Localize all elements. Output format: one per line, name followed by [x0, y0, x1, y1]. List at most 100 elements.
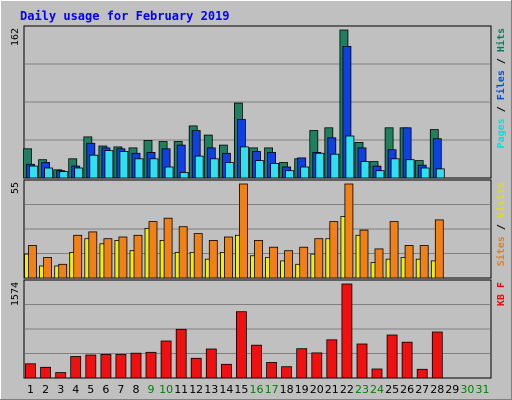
legend-entry: KB F: [496, 282, 507, 306]
x-tick-label: 20: [310, 383, 324, 396]
x-tick-label: 7: [117, 383, 124, 396]
bar-sites-day-9: [148, 221, 158, 279]
bar-sites-day-16: [254, 239, 263, 279]
x-tick-label: 14: [219, 383, 233, 396]
x-tick-label: 13: [204, 383, 218, 396]
bar-pages-day-26: [405, 159, 415, 179]
bar-pages-day-11: [179, 172, 189, 179]
bar-pages-day-27: [420, 167, 430, 179]
bar-pages-day-21: [330, 153, 340, 179]
bar-kb-f-day-17: [266, 362, 278, 379]
bar-pages-day-13: [209, 158, 219, 179]
bar-kb-f-day-2: [40, 366, 51, 379]
legend-entry: Files: [495, 70, 507, 100]
bar-sites-day-24: [374, 248, 384, 279]
chart-panels: 162 Pages / Files / Hits 55 Sites / Visits 1…: [10, 25, 507, 379]
bar-kb-f-day-12: [190, 357, 202, 379]
panel-bottom-legend: KB F: [496, 282, 507, 306]
bar-pages-day-10: [164, 166, 174, 179]
panel-top-ymax-label: 162: [10, 28, 21, 46]
bar-pages-day-1: [29, 165, 38, 179]
bar-pages-day-17: [270, 162, 280, 179]
bar-kb-f-day-22: [341, 283, 353, 379]
x-tick-label: 29: [445, 383, 459, 396]
bar-kb-f-day-7: [115, 353, 127, 379]
bar-pages-day-9: [149, 158, 159, 179]
bar-kb-f-day-16: [251, 344, 262, 379]
bar-kb-f-day-23: [356, 343, 368, 379]
bar-pages-day-15: [239, 146, 249, 179]
bar-sites-day-4: [73, 234, 83, 279]
legend-entry: Pages: [496, 118, 507, 148]
x-tick-label: 27: [415, 383, 429, 396]
bar-sites-day-3: [58, 263, 68, 279]
x-tick-label: 26: [400, 383, 414, 396]
bar-kb-f-day-9: [145, 351, 157, 379]
x-tick-label: 1: [27, 383, 34, 396]
bar-pages-day-5: [89, 154, 99, 179]
bar-kb-f-day-21: [326, 339, 338, 379]
x-tick-label: 28: [430, 383, 444, 396]
bar-kb-f-day-24: [371, 368, 383, 379]
bar-sites-day-15: [238, 183, 248, 279]
bar-kb-f-day-28: [431, 331, 443, 379]
panel-middle: 55 Sites / Visits: [10, 179, 507, 279]
bar-kb-f-day-5: [85, 354, 97, 379]
bar-sites-day-28: [434, 219, 444, 279]
bar-sites-day-2: [43, 257, 52, 279]
x-tick-label: 8: [133, 383, 140, 396]
bar-pages-day-8: [134, 158, 144, 179]
x-tick-label: 5: [87, 383, 94, 396]
bar-sites-day-19: [299, 246, 309, 279]
x-tick-label: 2: [42, 383, 49, 396]
bar-pages-day-18: [285, 170, 295, 179]
x-tick-label: 18: [280, 383, 294, 396]
x-tick-label: 11: [174, 383, 188, 396]
bar-kb-f-day-20: [311, 352, 323, 379]
panel-top-legend: Pages / Files / Hits: [495, 28, 507, 148]
bar-sites-day-12: [193, 233, 203, 279]
bar-sites-day-1: [28, 245, 37, 279]
bar-sites-day-11: [178, 226, 188, 279]
chart-title: Daily usage for February 2019: [20, 9, 230, 23]
bar-sites-day-10: [163, 217, 173, 279]
bar-kb-f-day-25: [386, 334, 398, 379]
x-tick-label: 15: [234, 383, 248, 396]
bar-sites-day-13: [208, 239, 218, 279]
bar-sites-day-21: [329, 221, 339, 279]
legend-entry: /: [496, 218, 507, 236]
x-axis-labels: 1 2 3 4 5 6 7 8 9 10 11 12 13 14 15 16 17 18 19 20 21 22 23 24 2…: [27, 383, 490, 396]
x-tick-label: 25: [385, 383, 399, 396]
bar-pages-day-14: [224, 162, 234, 179]
bar-sites-day-25: [389, 221, 399, 279]
bar-kb-f-day-26: [401, 341, 413, 379]
legend-entry: Sites: [495, 236, 507, 266]
bar-pages-day-20: [315, 152, 325, 179]
bar-kb-f-day-10: [160, 340, 172, 379]
bar-sites-day-6: [103, 238, 113, 279]
x-tick-label: 9: [148, 383, 155, 396]
panel-bottom: 1574 KB F: [10, 279, 507, 379]
x-tick-label: 19: [295, 383, 309, 396]
bar-kb-f-day-13: [205, 348, 217, 379]
bar-kb-f-day-11: [175, 328, 187, 379]
bar-sites-day-26: [404, 245, 414, 279]
bar-sites-day-7: [118, 236, 128, 279]
x-tick-label: 10: [159, 383, 173, 396]
bar-pages-day-7: [119, 151, 129, 179]
bar-sites-day-8: [133, 234, 143, 279]
x-tick-label: 17: [265, 383, 279, 396]
legend-entry: /: [496, 100, 507, 118]
x-tick-label: 24: [370, 383, 384, 396]
bar-pages-day-3: [59, 171, 69, 179]
x-tick-label: 21: [325, 383, 339, 396]
x-tick-label: 12: [189, 383, 203, 396]
bar-kb-f-day-19: [296, 348, 308, 379]
bar-sites-day-5: [88, 231, 98, 279]
bar-kb-f-day-4: [70, 356, 82, 379]
bar-pages-day-12: [194, 155, 204, 179]
bar-sites-day-22: [344, 183, 354, 279]
x-tick-label: 30: [460, 383, 474, 396]
